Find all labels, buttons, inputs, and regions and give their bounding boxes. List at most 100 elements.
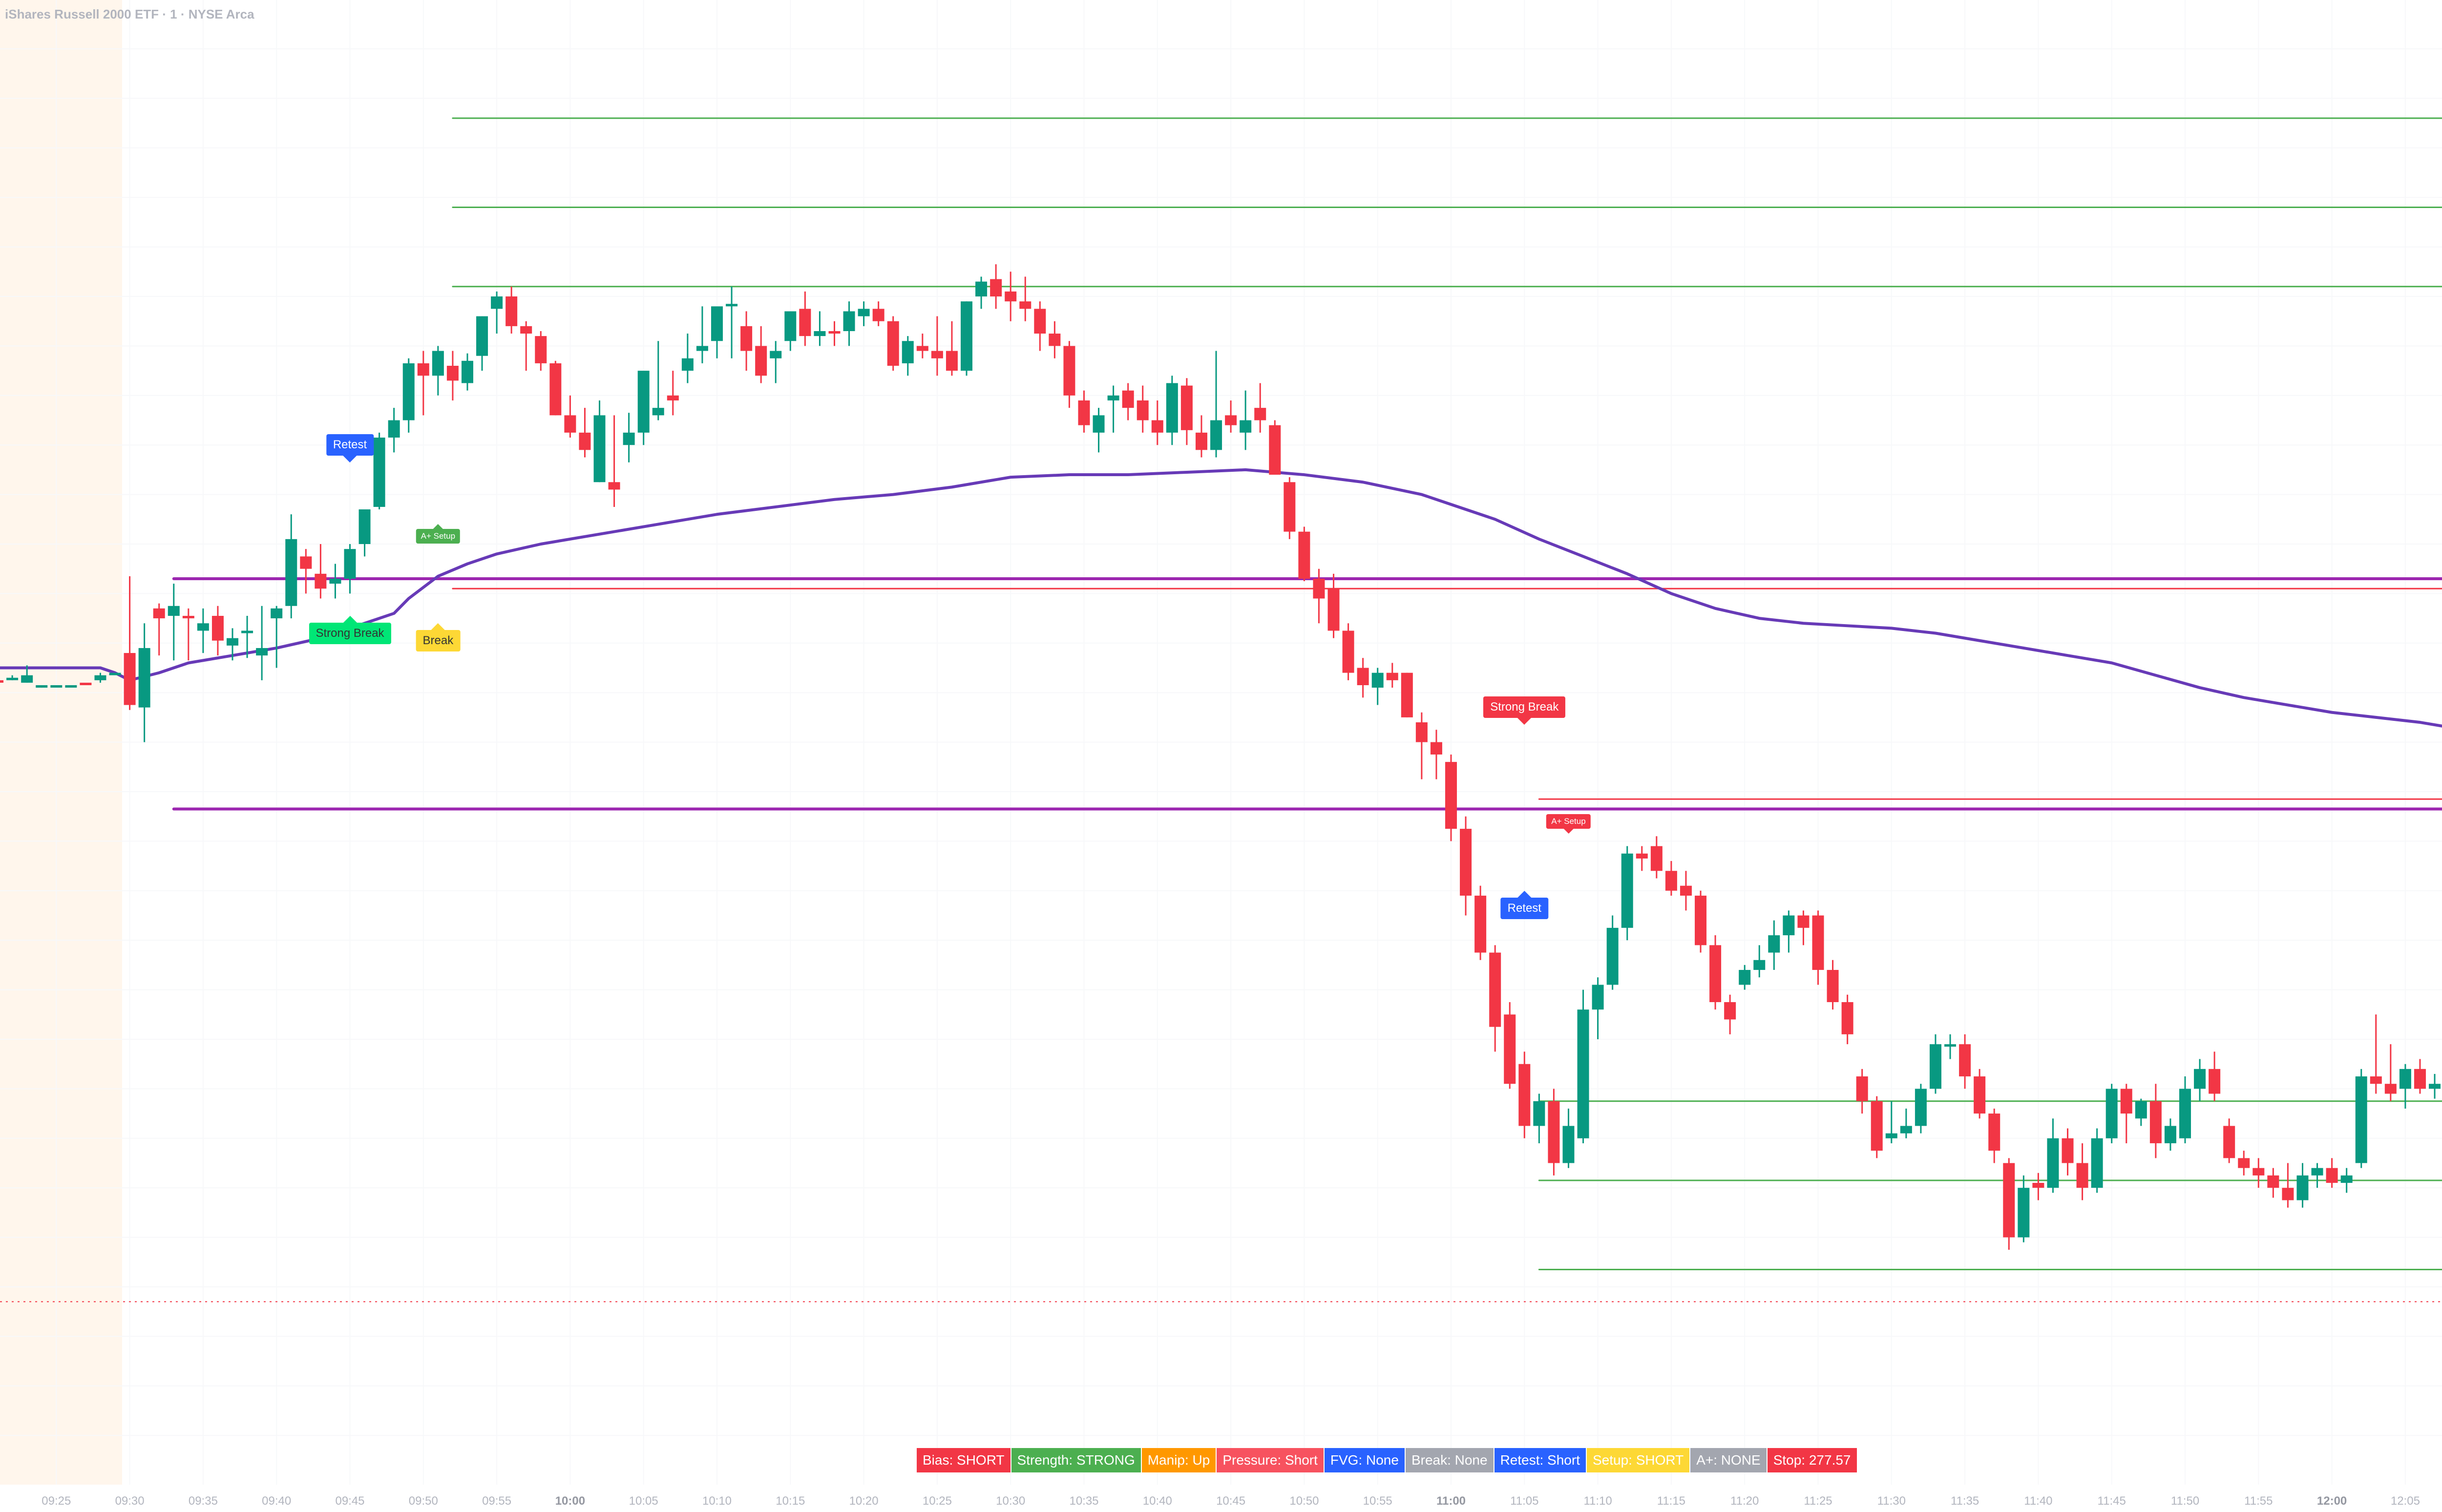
candle-body: [916, 346, 928, 351]
time-tick-label: 09:30: [115, 1494, 145, 1508]
candle-body: [1445, 762, 1457, 829]
signal-tag-strong-break: Strong Break: [1483, 696, 1566, 725]
status-chip-manip: Manip: Up: [1141, 1448, 1216, 1472]
candle-body: [241, 630, 253, 633]
candle-body: [637, 371, 650, 433]
candle-body: [872, 309, 884, 321]
candle-body: [1460, 829, 1472, 896]
candle-body: [1093, 415, 1105, 433]
signal-tag-retest: Retest: [1500, 890, 1548, 919]
candle-body: [1342, 630, 1354, 673]
time-tick-label: 11:50: [2170, 1494, 2200, 1508]
candle-body: [961, 301, 973, 371]
time-tick-label: 12:05: [2390, 1494, 2420, 1508]
candle-body: [784, 311, 797, 341]
candle-body: [608, 482, 620, 490]
candle-body: [1166, 383, 1178, 433]
candle-body: [2209, 1069, 2221, 1094]
time-tick-label: 09:55: [482, 1494, 512, 1508]
candle-body: [1695, 895, 1707, 945]
signal-tag-label: Strong Break: [1490, 700, 1559, 714]
candle-body: [6, 677, 19, 680]
candle-body: [1313, 578, 1325, 599]
signal-tag-strong-break: Strong Break: [309, 616, 391, 645]
candle-body: [1650, 846, 1663, 871]
candle-body: [2062, 1138, 2074, 1163]
time-tick-label: 11:00: [1436, 1494, 1466, 1508]
candle-body: [990, 279, 1002, 296]
candle-body: [1386, 672, 1398, 680]
candle-body: [388, 420, 400, 438]
candle-body: [1269, 425, 1281, 475]
candle-body: [2296, 1175, 2309, 1200]
candle-body: [168, 606, 180, 616]
candle-body: [1959, 1044, 1971, 1077]
status-chip-setup: Setup: SHORT: [1586, 1448, 1690, 1472]
candle-body: [1518, 1064, 1531, 1126]
candle-body: [975, 281, 988, 296]
candle-body: [755, 346, 767, 376]
candle-body: [1063, 346, 1075, 396]
time-tick-label: 10:20: [849, 1494, 879, 1508]
candle-body: [799, 309, 811, 336]
candle-body: [2414, 1069, 2426, 1089]
candle-body: [887, 321, 899, 366]
candle-body: [21, 675, 33, 683]
candle-body: [344, 549, 356, 579]
candle-body: [2311, 1168, 2323, 1176]
status-chip-break: Break: None: [1405, 1448, 1494, 1472]
candle-body: [1195, 432, 1207, 450]
time-tick-label: 09:25: [42, 1494, 71, 1508]
pointer-down-icon: [1563, 829, 1574, 834]
candle-body: [2429, 1084, 2441, 1089]
signal-tag-retest: Retest: [326, 434, 374, 462]
candle-body: [2135, 1101, 2147, 1119]
candle-body: [828, 331, 841, 334]
time-tick-label: 09:40: [262, 1494, 292, 1508]
candle-body: [446, 365, 459, 381]
time-tick-label: 11:15: [1657, 1494, 1686, 1508]
time-tick-label: 10:00: [555, 1494, 586, 1508]
candle-body: [1768, 935, 1780, 953]
candle-body: [1636, 853, 1648, 859]
candle-body: [1871, 1101, 1883, 1151]
candle-body: [1577, 1009, 1589, 1138]
candle-body: [843, 311, 855, 331]
candle-body: [1562, 1126, 1575, 1163]
candle-body: [1885, 1133, 1897, 1138]
candle-body: [1240, 420, 1252, 433]
status-chip-retest: Retest: Short: [1494, 1448, 1586, 1472]
candle-body: [726, 304, 738, 307]
candle-body: [1151, 420, 1163, 433]
signal-tag-label: A+ Setup: [421, 531, 456, 541]
time-tick-label: 11:35: [1950, 1494, 1979, 1508]
candle-body: [740, 326, 753, 351]
candle-body: [315, 573, 327, 589]
candle-body: [358, 509, 371, 544]
candle-body: [1900, 1126, 1912, 1134]
candle-body: [564, 415, 576, 433]
pointer-up-icon: [431, 623, 445, 630]
candle-body: [520, 326, 532, 334]
candle-body: [1621, 853, 1633, 928]
candle-body: [1357, 668, 1369, 685]
candle-body: [2267, 1175, 2279, 1188]
candle-body: [1533, 1101, 1545, 1126]
candle-body: [2355, 1076, 2367, 1163]
candle-body: [2032, 1183, 2044, 1188]
signal-tag-break: Break: [416, 623, 461, 652]
candle-body: [667, 395, 679, 400]
candle-body: [2149, 1101, 2162, 1143]
candle-body: [946, 351, 958, 371]
candle-body: [1049, 334, 1061, 346]
candle-body: [1856, 1076, 1868, 1101]
candle-body: [1827, 970, 1839, 1002]
candle-body: [535, 336, 547, 363]
time-tick-label: 10:10: [702, 1494, 732, 1508]
status-chip-fvg: FVG: None: [1324, 1448, 1405, 1472]
time-tick-label: 10:40: [1142, 1494, 1172, 1508]
time-tick-label: 11:55: [2244, 1494, 2273, 1508]
candle-body: [491, 296, 503, 309]
